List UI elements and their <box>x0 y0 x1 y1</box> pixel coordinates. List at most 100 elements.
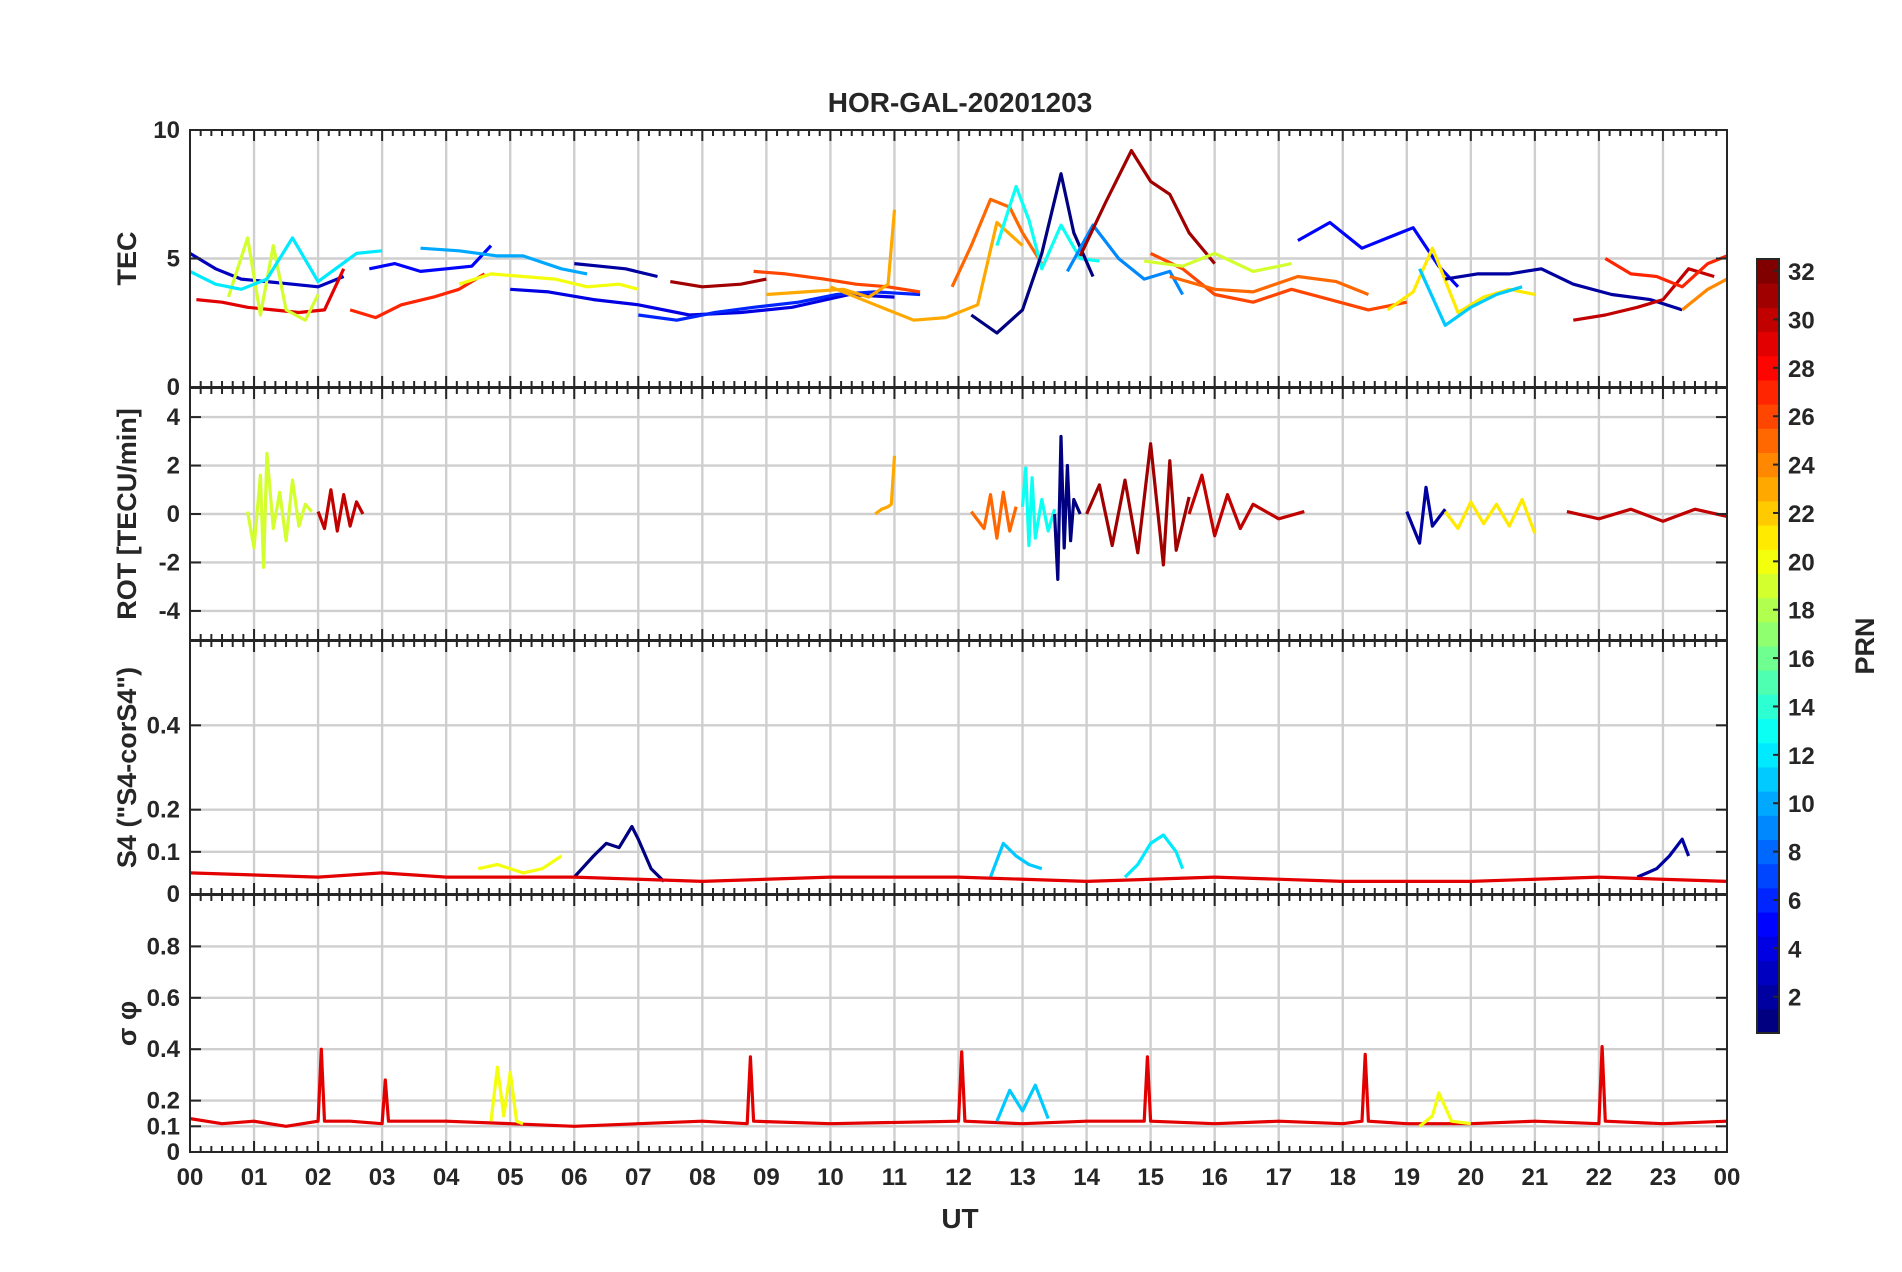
y-tick-label: 0.2 <box>147 797 180 824</box>
colorbar-frame <box>1756 258 1780 1034</box>
series-line-prn-23 <box>766 209 897 299</box>
series-line-prn-12 <box>190 236 383 291</box>
y-tick-label: 2 <box>167 453 180 480</box>
colorbar-swatch-3 <box>1757 960 1779 986</box>
panel-sigma-phi: 00.10.2 0.4 0.6 0.8 σ φ 00 01 02 03 04 05 06 07 08 09 1… <box>112 894 1741 1191</box>
colorbar-swatch-15 <box>1757 670 1779 695</box>
colorbar-tick-label: 20 <box>1788 549 1815 576</box>
y-axis-label: S4 ("S4-corS4") <box>112 667 142 868</box>
series-group <box>190 1044 1727 1128</box>
y-axis-label: σ φ <box>112 1001 142 1046</box>
colorbar-tick-label: 32 <box>1788 259 1815 286</box>
colorbar-swatch-4 <box>1757 936 1779 961</box>
colorbar-tick-label: 10 <box>1788 791 1815 818</box>
series-line-prn-10 <box>420 246 588 276</box>
colorbar-tick-label: 2 <box>1788 985 1801 1012</box>
y-tick-label: -2 <box>159 549 180 576</box>
x-tick-label: 14 <box>1073 1164 1100 1191</box>
x-tick-label: 15 <box>1137 1164 1164 1191</box>
series-line-prn-30 <box>1573 267 1715 322</box>
y-tick-label: 10 <box>153 117 180 144</box>
series-line-prn-31 <box>1078 149 1216 265</box>
colorbar-swatch-31 <box>1757 283 1779 308</box>
series-line-prn-23 <box>874 455 897 516</box>
colorbar-swatch-7 <box>1757 863 1779 889</box>
series-group <box>246 434 1727 582</box>
colorbar-tick-label: 28 <box>1788 356 1815 383</box>
colorbar-swatch-2 <box>1757 984 1779 1010</box>
x-tick-label: 00 <box>1714 1164 1741 1191</box>
series-line-prn-19 <box>246 451 313 569</box>
colorbar-tick-label: 26 <box>1788 404 1815 431</box>
y-tick-label: 0.4 <box>147 712 181 739</box>
series-line-prn-19 <box>226 236 320 322</box>
x-tick-label: 20 <box>1457 1164 1484 1191</box>
series-line-prn-20 <box>1418 1091 1472 1128</box>
x-tick-label: 13 <box>1009 1164 1036 1191</box>
colorbar-swatch-1 <box>1757 1008 1779 1034</box>
colorbar-swatch-13 <box>1757 718 1779 744</box>
series-line-prn-19 <box>1143 251 1292 273</box>
y-tick-label: 0.4 <box>147 1036 181 1063</box>
series-line-prn-2 <box>1405 485 1447 545</box>
colorbar-swatch-27 <box>1757 379 1779 405</box>
series-line-prn-30 <box>1187 473 1305 538</box>
colorbar-swatch-6 <box>1757 887 1779 913</box>
colorbar-swatch-14 <box>1757 694 1779 720</box>
colorbar-swatch-12 <box>1757 742 1779 768</box>
x-tick-label: 02 <box>305 1164 332 1191</box>
y-tick-label: 5 <box>167 246 180 273</box>
series-line-prn-20 <box>489 1065 524 1126</box>
colorbar-tick-label: 30 <box>1788 307 1815 334</box>
colorbar-swatch-32 <box>1757 259 1779 284</box>
series-line-prn-23 <box>829 220 1024 322</box>
colorbar-swatch-19 <box>1757 573 1779 599</box>
y-tick-label: 0.1 <box>147 1113 180 1140</box>
y-axis-label: TEC <box>112 232 142 286</box>
x-tick-label: 10 <box>817 1164 844 1191</box>
series-line-prn-27 <box>1604 254 1727 289</box>
series-line-prn-31 <box>670 277 767 289</box>
series-line-prn-26 <box>1149 251 1408 312</box>
axes-frame <box>189 894 1728 1153</box>
series-line-prn-30 <box>316 488 365 533</box>
colorbar-swatch-22 <box>1757 500 1779 526</box>
colorbar-tick-label: 14 <box>1788 694 1815 721</box>
colorbar-swatch-17 <box>1757 621 1779 647</box>
series-line-prn-25 <box>1169 274 1369 296</box>
y-tick-label: 0 <box>167 501 180 528</box>
series-line-prn-21 <box>1443 497 1537 534</box>
series-line-prn-2 <box>574 262 658 279</box>
colorbar-tick-label: 6 <box>1788 888 1801 915</box>
x-tick-label: 19 <box>1393 1164 1420 1191</box>
y-tick-label: 0.6 <box>147 985 180 1012</box>
y-tick-label: 0.8 <box>147 933 180 960</box>
colorbar-label: PRN <box>1850 617 1880 674</box>
panel-rot: -4 -2 0 2 4 ROT [TECU/min] <box>112 387 1728 641</box>
series-line-prn-13 <box>995 184 1100 271</box>
series-group <box>190 824 1727 884</box>
colorbar-swatch-5 <box>1757 912 1779 937</box>
series-line-prn-11 <box>989 841 1043 878</box>
panel-tec: 0 5 10 TEC <box>112 117 1728 401</box>
series-line-prn-11 <box>995 1083 1050 1122</box>
x-tick-label: 11 <box>882 1164 907 1191</box>
series-group <box>190 149 1727 335</box>
series-line-prn-25 <box>950 197 1044 288</box>
x-tick-label: 16 <box>1201 1164 1228 1191</box>
x-tick-label: 01 <box>241 1164 268 1191</box>
x-tick-label: 04 <box>433 1164 460 1191</box>
y-tick-label: -4 <box>159 598 181 625</box>
series-line-prn-29 <box>190 871 1727 884</box>
x-tick-label: 17 <box>1265 1164 1292 1191</box>
colorbar-swatch-24 <box>1757 452 1779 478</box>
panel-s4: 0 0.1 0.2 0.4S4 ("S4-corS4") <box>112 640 1728 908</box>
x-axis-label: UT <box>941 1203 978 1234</box>
y-tick-label: 0 <box>167 881 180 908</box>
colorbar-swatch-20 <box>1757 549 1779 574</box>
series-line-prn-1 <box>970 172 1095 335</box>
series-line-prn-20 <box>458 272 639 291</box>
